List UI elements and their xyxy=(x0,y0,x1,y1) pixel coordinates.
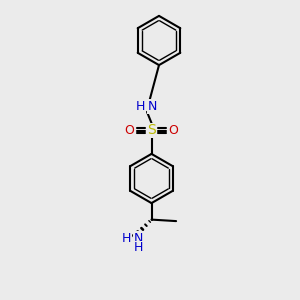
Text: H: H xyxy=(135,100,145,113)
Text: N: N xyxy=(134,232,143,245)
Text: H: H xyxy=(134,241,143,254)
Text: O: O xyxy=(169,124,178,137)
Text: H: H xyxy=(122,232,131,245)
Text: S: S xyxy=(147,124,156,137)
Text: N: N xyxy=(147,100,157,113)
Text: O: O xyxy=(125,124,134,137)
